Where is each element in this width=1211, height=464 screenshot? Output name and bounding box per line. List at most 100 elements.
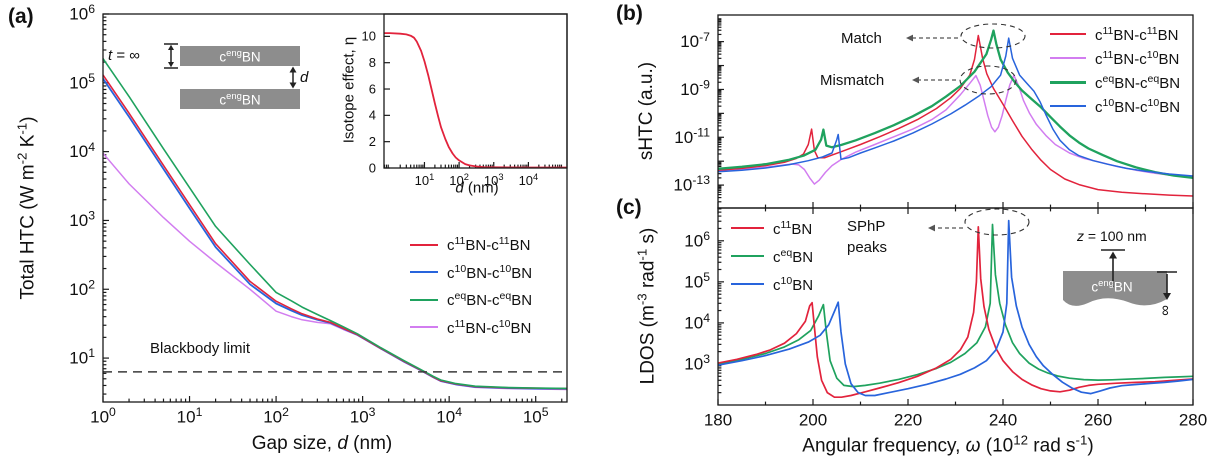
slab-bottom-label: cengBN bbox=[219, 90, 261, 108]
legend-item: c10BN bbox=[731, 270, 813, 298]
svg-text:103: 103 bbox=[350, 405, 376, 426]
svg-text:2: 2 bbox=[369, 134, 376, 149]
svg-text:106: 106 bbox=[69, 2, 95, 23]
legend-line-blue bbox=[731, 283, 764, 285]
legend-line-green bbox=[410, 298, 438, 301]
panel-a-xlabel: Gap size, d (nm) bbox=[251, 433, 393, 454]
legend-item: c11BN-c10BN bbox=[1050, 46, 1180, 70]
series-c-10-BN-c-10-BN bbox=[718, 37, 1193, 177]
panel-a-schematic bbox=[164, 43, 300, 109]
thickness-label: t = ∞ bbox=[108, 47, 140, 64]
svg-text:105: 105 bbox=[523, 405, 549, 426]
svg-text:101: 101 bbox=[69, 346, 95, 367]
svg-text:10-13: 10-13 bbox=[673, 173, 710, 194]
svg-text:0: 0 bbox=[369, 160, 376, 175]
svg-text:102: 102 bbox=[263, 405, 289, 426]
legend-item: c11BN-c11BN bbox=[410, 231, 532, 259]
panel-c-schematic bbox=[1063, 249, 1177, 306]
blackbody-limit-label: Blackbody limit bbox=[150, 340, 251, 357]
gap-arrowheads bbox=[289, 66, 297, 89]
dashed-ellipse bbox=[964, 208, 1030, 236]
thickness-marker-icon bbox=[164, 43, 178, 69]
svg-text:105: 105 bbox=[684, 270, 710, 291]
z-distance-label: z = 100 nm bbox=[1077, 228, 1147, 244]
legend-item: c11BN bbox=[731, 214, 813, 242]
legend-line-green bbox=[1050, 80, 1086, 84]
legend-label: ceqBN bbox=[773, 246, 814, 266]
infinity-arrowhead bbox=[1163, 293, 1171, 300]
series-c-11-BN-c-11-BN bbox=[718, 34, 1193, 197]
svg-text:105: 105 bbox=[69, 71, 95, 92]
svg-text:104: 104 bbox=[519, 172, 539, 188]
legend-line-green bbox=[731, 255, 764, 257]
legend-line-blue bbox=[410, 271, 438, 274]
panel-a-inset: 101 102 103 104 0 2 4 6 8 10 bbox=[362, 13, 568, 188]
svg-text:200: 200 bbox=[799, 410, 827, 429]
panel-c-ylabel: LDOS (m-3 rad-1 s) bbox=[634, 227, 659, 385]
svg-text:104: 104 bbox=[69, 140, 95, 161]
slab-c-label: cengBN bbox=[1091, 277, 1133, 295]
legend-label: c11BN-c10BN bbox=[447, 317, 532, 337]
legend-line-violet bbox=[1050, 57, 1086, 59]
svg-text:101: 101 bbox=[177, 405, 203, 426]
series-c-eq-BN-c-eq-BN bbox=[103, 58, 567, 390]
svg-text:10-7: 10-7 bbox=[680, 30, 710, 51]
panel-c-legend: c11BN ceqBN c10BN bbox=[731, 214, 813, 298]
svg-text:103: 103 bbox=[484, 172, 504, 188]
legend-label: c10BN bbox=[773, 274, 814, 294]
series-isotope-effect bbox=[384, 32, 567, 168]
thickness-marker-arrowheads bbox=[168, 44, 174, 68]
svg-text:260: 260 bbox=[1084, 410, 1112, 429]
panel-b-legend: c11BN-c11BN c11BN-c10BN ceqBN-ceqBN c10B… bbox=[1050, 22, 1180, 118]
arrowhead-icon bbox=[912, 76, 919, 84]
z-arrowhead bbox=[1109, 251, 1117, 259]
legend-item: ceqBN-ceqBN bbox=[410, 286, 532, 314]
panel-b-letter: (b) bbox=[616, 2, 643, 25]
legend-item: c10BN-c10BN bbox=[1050, 94, 1180, 118]
legend-label: ceqBN-ceqBN bbox=[447, 290, 533, 310]
legend-label: c11BN-c10BN bbox=[1095, 48, 1180, 68]
legend-line-red bbox=[731, 227, 764, 229]
gap-label: d bbox=[300, 69, 309, 86]
legend-item: ceqBN-ceqBN bbox=[1050, 70, 1180, 94]
series-c-eq-BN bbox=[718, 223, 1193, 388]
svg-text:104: 104 bbox=[684, 311, 710, 332]
svg-text:10-9: 10-9 bbox=[680, 78, 710, 99]
svg-text:220: 220 bbox=[894, 410, 922, 429]
svg-text:104: 104 bbox=[436, 405, 462, 426]
infinity-arrow-icon bbox=[1157, 271, 1177, 296]
plot-frame bbox=[102, 13, 568, 403]
shared-xlabel: Angular frequency, ω (1012 rad s-1) bbox=[802, 432, 1094, 457]
slab-top-label: cengBN bbox=[219, 47, 261, 65]
legend-label: c10BN-c10BN bbox=[447, 262, 533, 282]
panel-a-letter: (a) bbox=[8, 5, 34, 28]
mismatch-label: Mismatch bbox=[820, 72, 885, 89]
svg-text:100: 100 bbox=[90, 405, 116, 426]
legend-line-blue bbox=[1050, 105, 1086, 107]
svg-text:6: 6 bbox=[369, 81, 376, 96]
legend-label: c11BN-c11BN bbox=[447, 235, 531, 255]
series-c-10-BN bbox=[718, 219, 1193, 397]
legend-item: c10BN-c10BN bbox=[410, 259, 532, 287]
panel-b: 10-7 10-9 10-11 10-13 bbox=[673, 14, 1194, 209]
panel-b-ylabel: sHTC (a.u.) bbox=[636, 61, 657, 161]
svg-text:180: 180 bbox=[704, 410, 732, 429]
infinity-label: ∞ bbox=[1156, 305, 1174, 316]
sphp-peaks-label: SPhP peaks bbox=[847, 218, 888, 256]
match-label: Match bbox=[841, 30, 882, 47]
dashed-ellipse bbox=[960, 23, 1026, 49]
svg-text:106: 106 bbox=[684, 229, 710, 250]
svg-text:103: 103 bbox=[69, 209, 95, 230]
plot-frame bbox=[717, 207, 1194, 406]
legend-label: c11BN-c11BN bbox=[1095, 24, 1179, 44]
svg-text:10-11: 10-11 bbox=[674, 125, 710, 146]
legend-item: c11BN-c11BN bbox=[1050, 22, 1180, 46]
legend-item: c11BN-c10BN bbox=[410, 314, 532, 342]
slab-wavy bbox=[1063, 271, 1167, 306]
legend-line-violet bbox=[410, 326, 438, 329]
slab-top bbox=[180, 46, 300, 66]
legend-line-red bbox=[410, 243, 438, 246]
